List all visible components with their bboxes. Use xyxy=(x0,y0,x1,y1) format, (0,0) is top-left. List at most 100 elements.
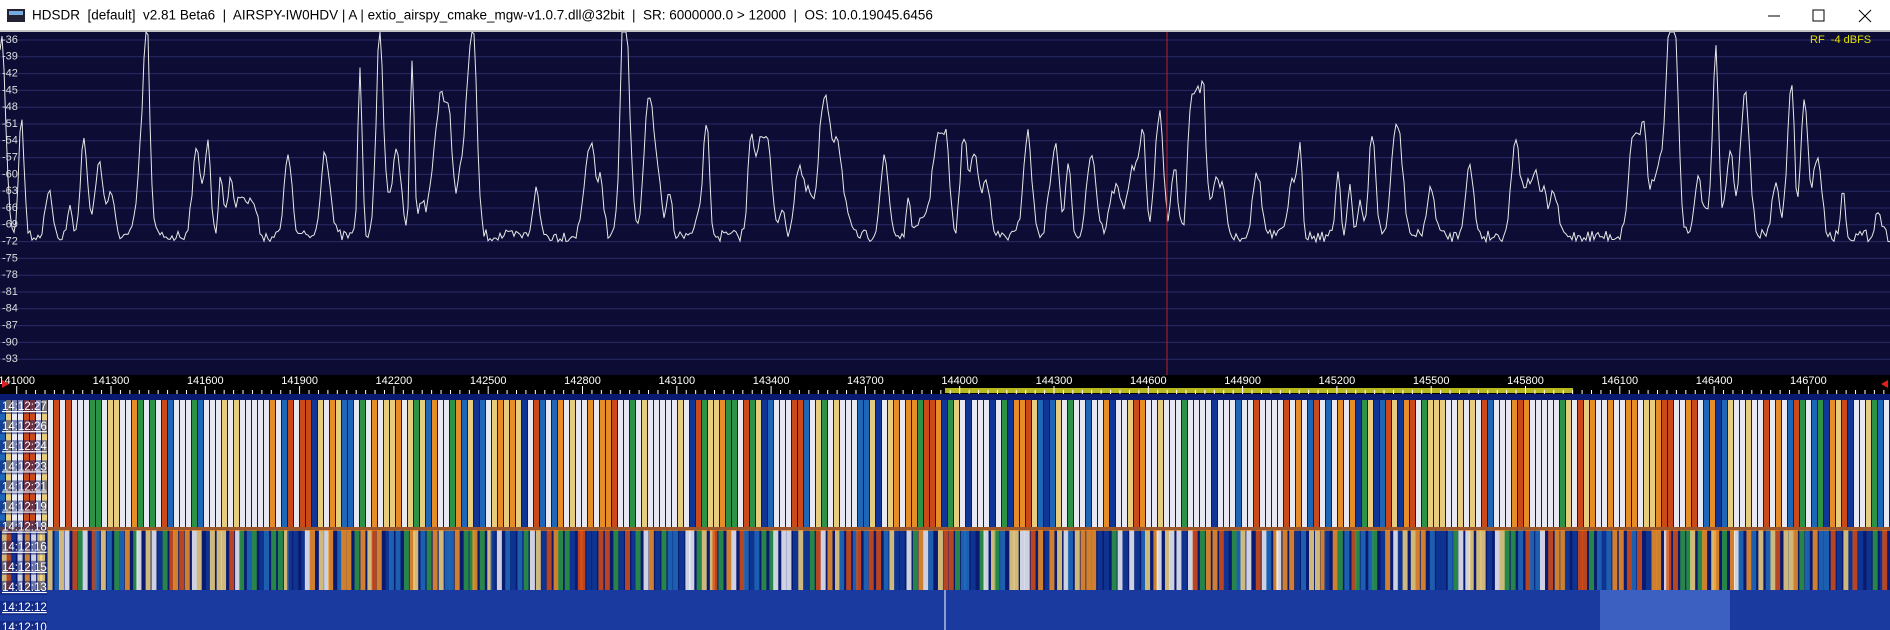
stripe xyxy=(1506,400,1511,527)
y-label: -87 xyxy=(2,320,18,332)
stripe xyxy=(564,530,570,590)
stripe xyxy=(1770,530,1776,590)
stripe xyxy=(546,400,551,527)
stripe xyxy=(228,400,233,527)
stripe xyxy=(648,400,653,527)
stripe xyxy=(1614,400,1619,527)
stripe xyxy=(1440,400,1445,527)
close-button[interactable] xyxy=(1840,0,1890,30)
stripe xyxy=(1308,400,1313,527)
stripe xyxy=(954,400,959,527)
stripe xyxy=(1698,400,1703,527)
stripe xyxy=(1350,400,1355,527)
stripe xyxy=(690,400,695,527)
stripe xyxy=(438,400,443,527)
stripe xyxy=(1812,400,1817,527)
stripe xyxy=(1056,400,1061,527)
stripe xyxy=(714,400,719,527)
title-bar xyxy=(0,0,1890,31)
stripe xyxy=(270,400,275,527)
stripe xyxy=(1848,530,1854,590)
stripe xyxy=(1272,400,1277,527)
stripe xyxy=(102,400,107,527)
stripe xyxy=(1429,530,1435,590)
stripe xyxy=(1194,400,1199,527)
stripe xyxy=(91,530,97,590)
frequency-label: 141600 xyxy=(187,375,224,387)
stripe xyxy=(1404,400,1409,527)
y-label: -57 xyxy=(2,152,18,164)
stripe xyxy=(635,530,641,590)
stripe xyxy=(191,530,197,590)
stripe xyxy=(655,530,661,590)
stripe xyxy=(1722,530,1728,590)
stripe xyxy=(970,530,976,590)
stripe xyxy=(1074,530,1080,590)
stripe xyxy=(1218,400,1223,527)
stripe xyxy=(1440,530,1446,590)
stripe xyxy=(432,530,438,590)
stripe xyxy=(863,530,869,590)
stripe xyxy=(1806,400,1811,527)
stripe xyxy=(809,530,815,590)
stripe xyxy=(793,530,799,590)
stripe xyxy=(1402,530,1408,590)
stripe xyxy=(1482,400,1487,527)
stripe xyxy=(504,400,509,527)
stripe xyxy=(1672,530,1678,590)
stripe xyxy=(846,530,852,590)
stripe xyxy=(1300,530,1306,590)
stripe xyxy=(1134,530,1140,590)
stripe xyxy=(1680,530,1686,590)
stripe xyxy=(1566,400,1571,527)
stripe xyxy=(94,530,100,590)
stripe xyxy=(1470,400,1475,527)
stripe xyxy=(157,530,163,590)
stripe xyxy=(360,530,366,590)
stripe xyxy=(1117,530,1123,590)
stripe xyxy=(341,530,347,590)
scroll-right[interactable] xyxy=(1881,380,1888,388)
stripe xyxy=(1651,530,1657,590)
stripe xyxy=(1529,530,1535,590)
stripe xyxy=(1697,530,1703,590)
stripe xyxy=(1578,400,1583,527)
stripe xyxy=(420,400,425,527)
stripe xyxy=(426,400,431,527)
stripe xyxy=(600,400,605,527)
stripe xyxy=(366,400,371,527)
stripe xyxy=(138,400,143,527)
scroll-left[interactable] xyxy=(2,380,9,388)
stripe xyxy=(469,530,475,590)
stripe xyxy=(534,400,539,527)
stripe xyxy=(432,400,437,527)
stripe xyxy=(1734,400,1739,527)
stripe xyxy=(1746,400,1751,527)
stripe xyxy=(487,530,493,590)
stripe xyxy=(1631,530,1637,590)
stripe xyxy=(1410,530,1416,590)
y-label: -75 xyxy=(2,252,18,264)
stripe xyxy=(438,530,444,590)
stripe xyxy=(240,400,245,527)
stripe xyxy=(1074,400,1079,527)
stripe xyxy=(1187,530,1193,590)
stripe xyxy=(1852,530,1858,590)
minimize-button[interactable] xyxy=(1752,0,1796,30)
stripe xyxy=(870,400,875,527)
stripe xyxy=(889,530,895,590)
stripe xyxy=(786,530,792,590)
stripe xyxy=(342,400,347,527)
stripe xyxy=(426,530,432,590)
stripe xyxy=(996,400,1001,527)
stripe xyxy=(1032,400,1037,527)
time-bg xyxy=(0,540,47,555)
maximize-button[interactable] xyxy=(1796,0,1840,30)
stripe xyxy=(1468,530,1474,590)
stripe xyxy=(40,530,46,590)
stripe xyxy=(1393,530,1399,590)
stripe xyxy=(1276,530,1282,590)
stripe xyxy=(1618,530,1624,590)
stripe xyxy=(1751,530,1757,590)
stripe xyxy=(1428,400,1433,527)
